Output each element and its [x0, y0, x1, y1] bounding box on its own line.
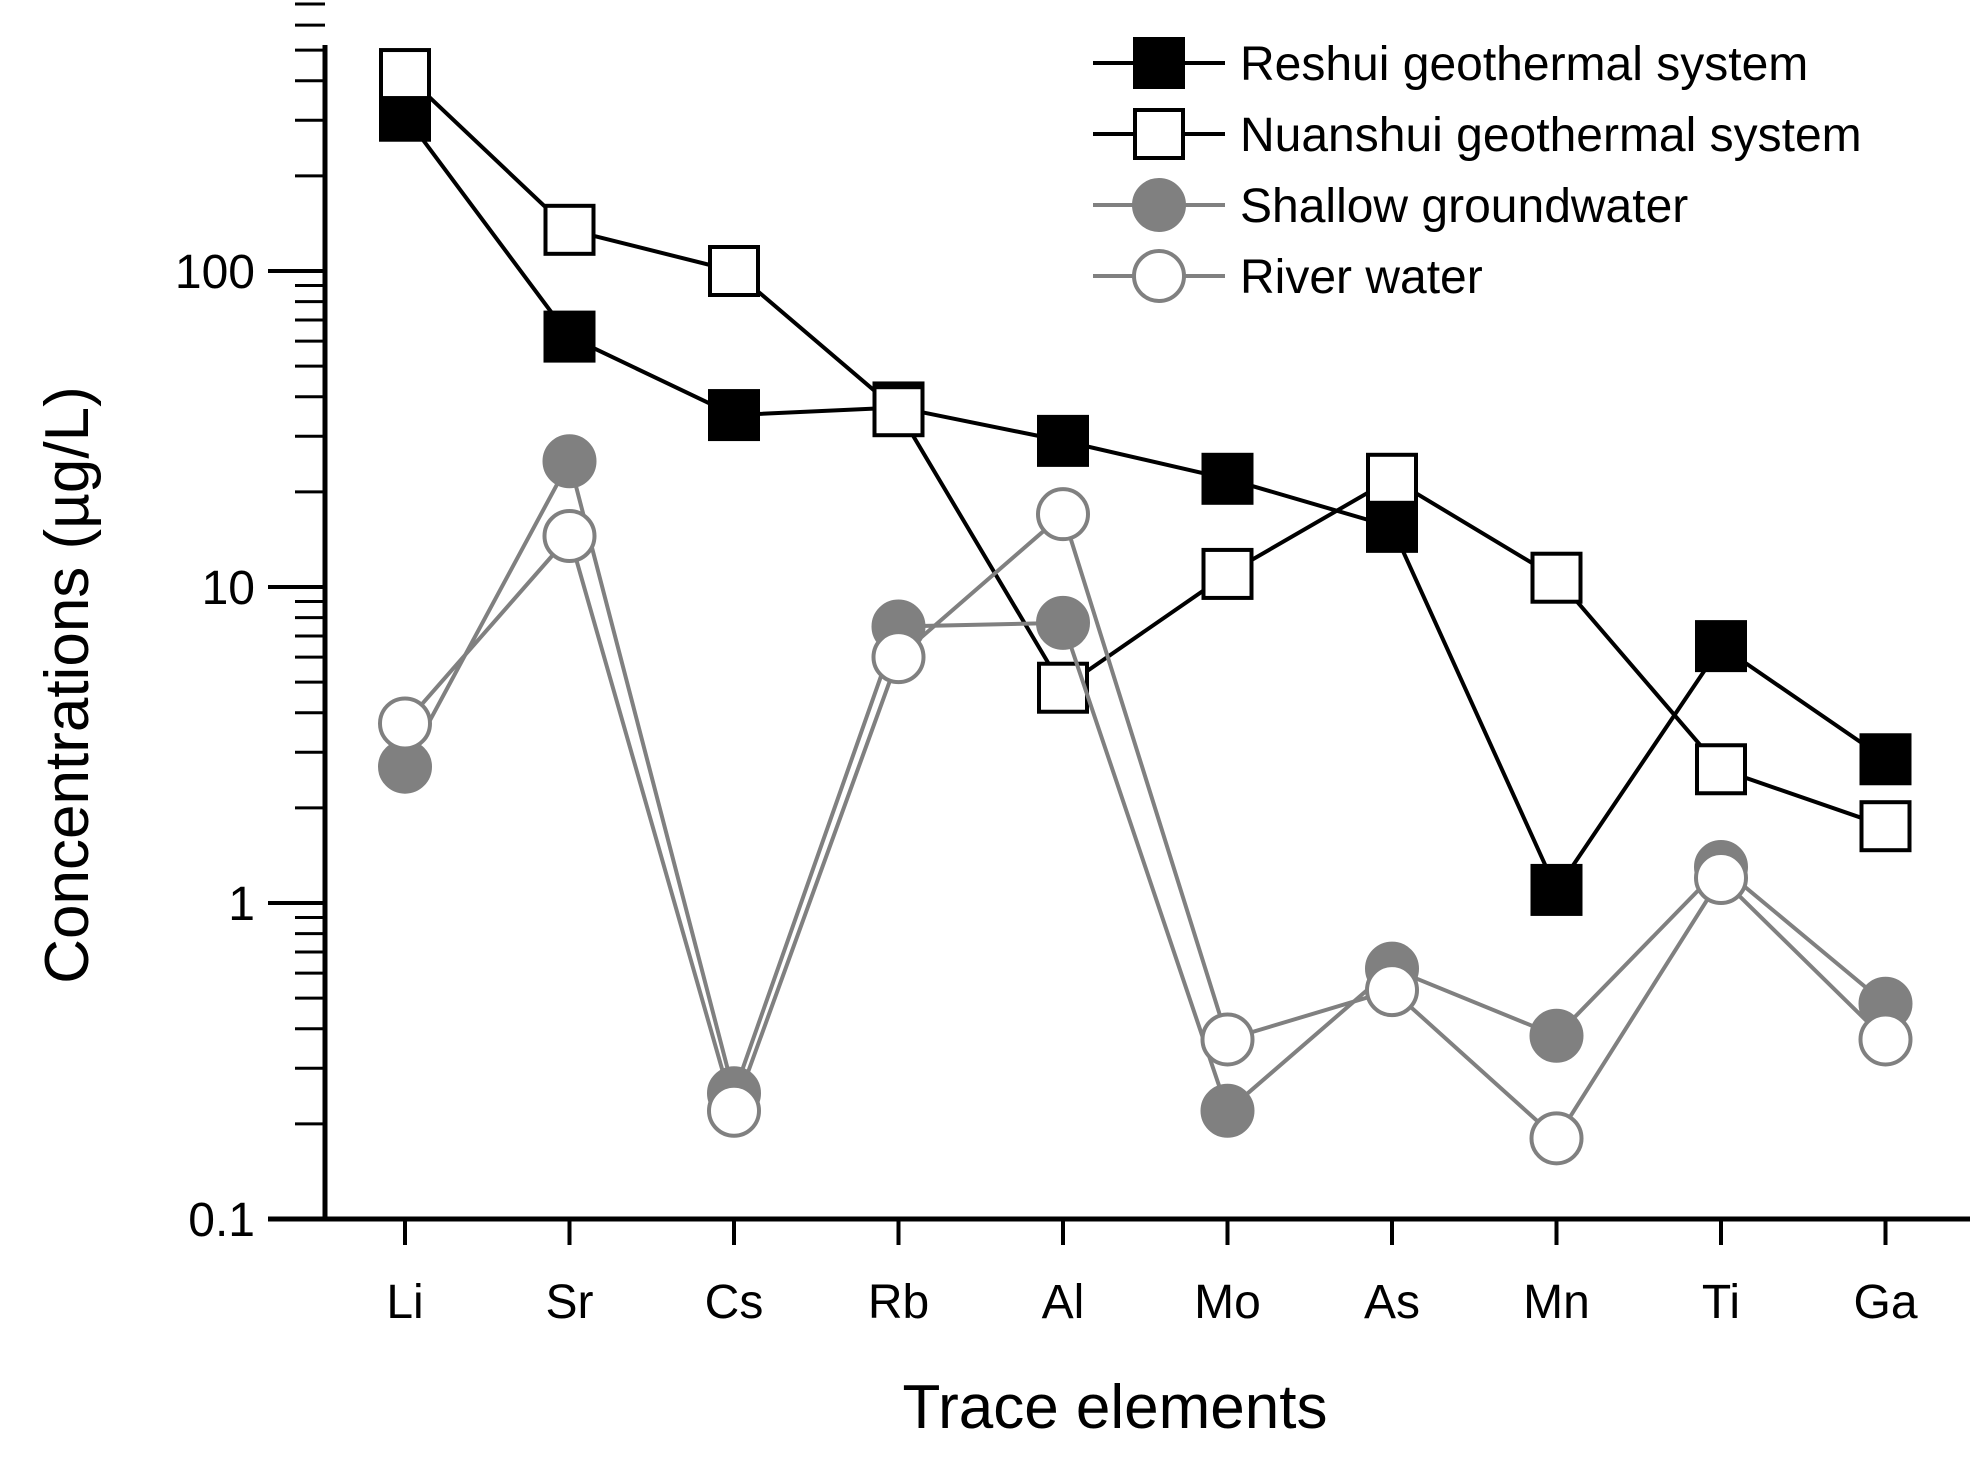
x-tick-label-cs: Cs: [705, 1276, 764, 1329]
x-tick-label-sr: Sr: [546, 1276, 594, 1329]
data-point-ti: [1695, 743, 1747, 796]
series-line: [403, 510, 1887, 1142]
legend-marker: [1132, 178, 1186, 232]
data-point-as: [1365, 963, 1419, 1018]
series-line: [403, 72, 1887, 829]
data-point-ti: [1695, 620, 1747, 673]
data-point-mo: [1200, 1012, 1255, 1067]
data-point-ti: [1694, 850, 1748, 905]
legend: Reshui geothermal system Nuanshui geother…: [1093, 37, 1862, 304]
x-axis-title: Trace elements: [903, 1373, 1328, 1442]
data-point-sr: [543, 310, 596, 363]
series-4: [378, 487, 1913, 1166]
data-point-al: [1036, 595, 1090, 650]
legend-label: Nuanshui geothermal system: [1240, 109, 1862, 162]
series-1: [379, 89, 1912, 916]
y-axis-title: Concentrations (µg/L): [33, 386, 102, 983]
x-tick-label-li: Li: [386, 1276, 423, 1329]
data-point-mo: [1201, 547, 1254, 600]
x-tick-label-al: Al: [1042, 1276, 1085, 1329]
data-point-mn: [1529, 1008, 1584, 1063]
series-line: [403, 455, 1887, 1115]
axes: 0.1 1 10 100 Li Sr Cs Rb Al Mo As Mn Ti Ga: [175, 2, 1970, 1329]
data-point-cs: [708, 389, 760, 442]
legend-entry-2: Nuanshui geothermal system: [1093, 108, 1862, 162]
y-tick-label: 1: [228, 878, 255, 931]
legend-marker: [1133, 37, 1185, 89]
x-tick-label-ga: Ga: [1853, 1276, 1917, 1329]
data-point-cs: [708, 245, 760, 297]
data-point-cs: [707, 1083, 761, 1138]
series-2: [379, 48, 1912, 853]
data-point-al: [1036, 487, 1090, 542]
legend-entry-4: River water: [1093, 249, 1483, 304]
data-point-rb: [872, 385, 925, 438]
y-tick-label: 10: [202, 562, 255, 615]
legend-label: River water: [1240, 251, 1483, 304]
data-point-mn: [1529, 1111, 1584, 1166]
data-point-mn: [1530, 863, 1583, 916]
legend-marker: [1132, 249, 1186, 303]
y-tick-label: 100: [175, 246, 255, 299]
series-line: [403, 114, 1887, 895]
data-point-as: [1366, 452, 1418, 505]
data-point-li: [379, 48, 431, 101]
x-tick-label-rb: Rb: [868, 1276, 929, 1329]
data-point-sr: [543, 203, 596, 256]
x-tick-label-mo: Mo: [1194, 1276, 1261, 1329]
data-point-mo: [1201, 452, 1254, 505]
legend-marker: [1133, 108, 1185, 160]
legend-label: Shallow groundwater: [1240, 180, 1688, 233]
data-point-mn: [1530, 551, 1583, 604]
data-point-as: [1366, 500, 1418, 553]
data-point-ga: [1858, 1012, 1913, 1067]
x-tick-label-as: As: [1364, 1276, 1420, 1329]
x-tick-label-ti: Ti: [1702, 1276, 1740, 1329]
data-point-ga: [1859, 800, 1912, 853]
legend-label: Reshui geothermal system: [1240, 38, 1808, 91]
series-layer: [378, 48, 1913, 1166]
x-tick-label-mn: Mn: [1523, 1276, 1590, 1329]
data-point-li: [378, 696, 432, 751]
data-point-ga: [1859, 733, 1912, 786]
data-point-sr: [542, 434, 597, 489]
data-point-mo: [1200, 1083, 1255, 1138]
data-point-rb: [871, 630, 926, 685]
legend-entry-3: Shallow groundwater: [1093, 178, 1688, 233]
legend-entry-1: Reshui geothermal system: [1093, 37, 1808, 91]
data-point-al: [1037, 414, 1089, 467]
data-point-sr: [542, 509, 597, 564]
y-tick-label: 0.1: [188, 1194, 255, 1247]
